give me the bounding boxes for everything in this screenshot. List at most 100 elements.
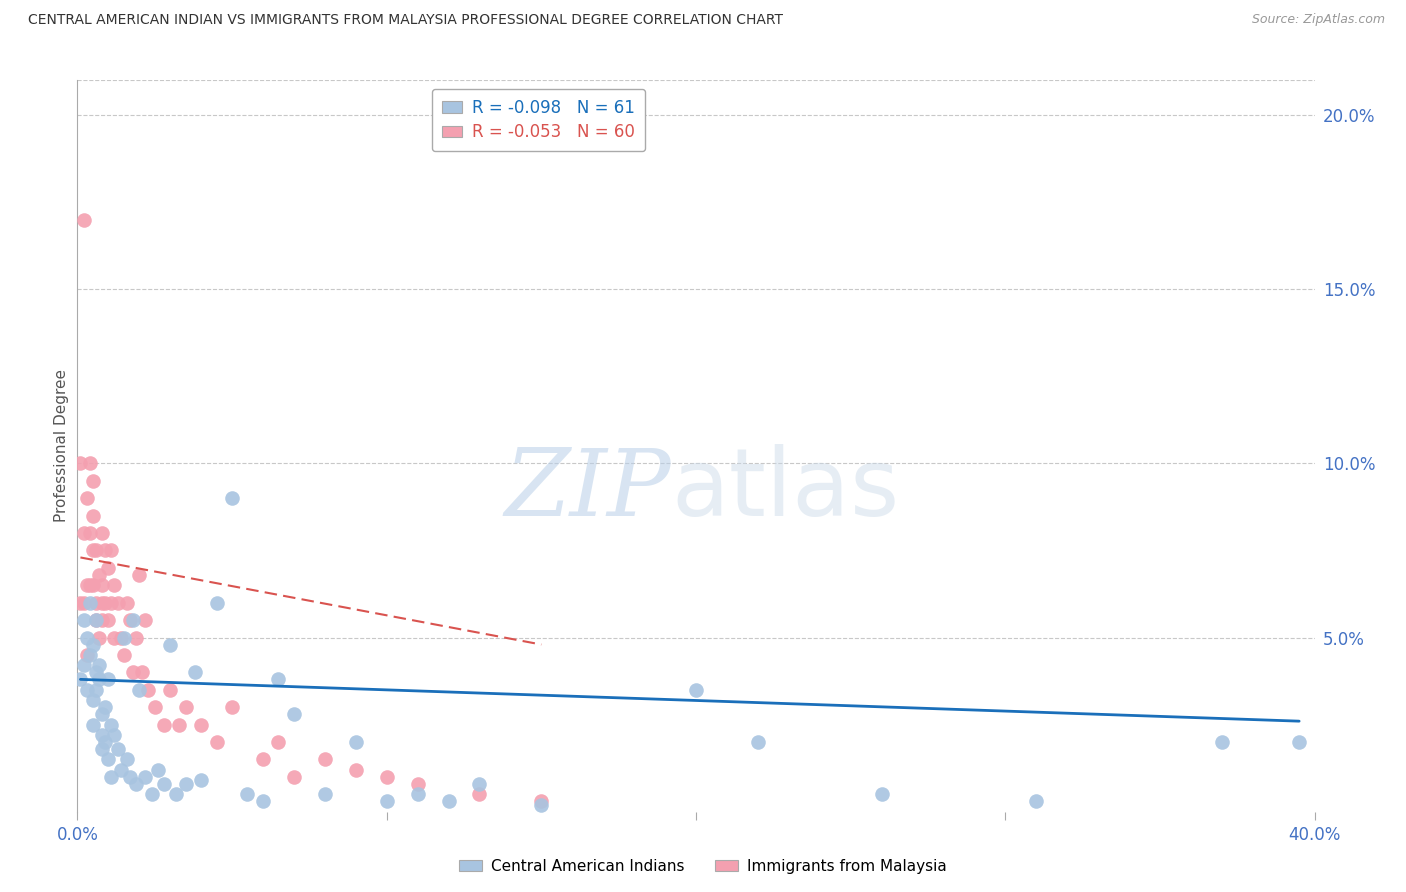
Point xyxy=(131,665,153,680)
Point xyxy=(125,631,148,645)
Point xyxy=(72,212,94,227)
Point xyxy=(165,787,187,801)
Point xyxy=(76,682,98,697)
Point xyxy=(252,794,274,808)
Point xyxy=(87,673,110,687)
Point xyxy=(221,700,243,714)
Point xyxy=(125,777,148,791)
Point xyxy=(314,752,336,766)
Point xyxy=(82,543,104,558)
Point xyxy=(134,613,156,627)
Point xyxy=(205,596,228,610)
Point xyxy=(112,648,135,662)
Point xyxy=(87,631,110,645)
Point xyxy=(267,735,290,749)
Point xyxy=(94,543,117,558)
Point xyxy=(344,763,367,777)
Point xyxy=(118,613,141,627)
Point xyxy=(72,658,94,673)
Point xyxy=(468,787,491,801)
Point xyxy=(122,665,145,680)
Point xyxy=(314,787,336,801)
Point xyxy=(283,770,305,784)
Point xyxy=(685,682,707,697)
Point xyxy=(122,613,145,627)
Point xyxy=(1288,735,1310,749)
Point xyxy=(143,700,166,714)
Point xyxy=(84,665,107,680)
Point xyxy=(468,777,491,791)
Point xyxy=(1211,735,1233,749)
Point xyxy=(72,596,94,610)
Point xyxy=(82,578,104,592)
Point xyxy=(128,682,150,697)
Text: atlas: atlas xyxy=(671,444,900,536)
Point xyxy=(100,596,122,610)
Point xyxy=(110,763,132,777)
Point xyxy=(91,707,114,722)
Point xyxy=(190,717,212,731)
Y-axis label: Professional Degree: Professional Degree xyxy=(53,369,69,523)
Point xyxy=(159,638,181,652)
Point xyxy=(1025,794,1047,808)
Point xyxy=(91,613,114,627)
Point xyxy=(267,673,290,687)
Point xyxy=(146,763,169,777)
Point xyxy=(103,578,125,592)
Point xyxy=(406,787,429,801)
Point xyxy=(91,728,114,742)
Point xyxy=(97,613,120,627)
Point xyxy=(190,773,212,788)
Point xyxy=(82,717,104,731)
Point xyxy=(79,596,101,610)
Point xyxy=(91,526,114,541)
Point xyxy=(252,752,274,766)
Point xyxy=(344,735,367,749)
Point xyxy=(406,777,429,791)
Point xyxy=(87,658,110,673)
Point xyxy=(82,474,104,488)
Point xyxy=(107,742,129,756)
Point xyxy=(174,777,197,791)
Point xyxy=(110,631,132,645)
Point xyxy=(138,682,160,697)
Point xyxy=(437,794,460,808)
Point xyxy=(72,613,94,627)
Point xyxy=(94,700,117,714)
Point xyxy=(91,596,114,610)
Point xyxy=(870,787,893,801)
Point xyxy=(87,567,110,582)
Text: ZIP: ZIP xyxy=(505,445,671,535)
Point xyxy=(107,596,129,610)
Point xyxy=(97,561,120,575)
Point xyxy=(84,682,107,697)
Point xyxy=(221,491,243,506)
Point xyxy=(530,794,553,808)
Point xyxy=(375,794,398,808)
Point xyxy=(134,770,156,784)
Point xyxy=(153,777,176,791)
Point xyxy=(69,596,91,610)
Text: CENTRAL AMERICAN INDIAN VS IMMIGRANTS FROM MALAYSIA PROFESSIONAL DEGREE CORRELAT: CENTRAL AMERICAN INDIAN VS IMMIGRANTS FR… xyxy=(28,13,783,28)
Point xyxy=(94,735,117,749)
Point xyxy=(76,578,98,592)
Text: Source: ZipAtlas.com: Source: ZipAtlas.com xyxy=(1251,13,1385,27)
Point xyxy=(91,742,114,756)
Point xyxy=(375,770,398,784)
Point xyxy=(94,596,117,610)
Point xyxy=(112,631,135,645)
Legend: R = -0.098   N = 61, R = -0.053   N = 60: R = -0.098 N = 61, R = -0.053 N = 60 xyxy=(432,88,645,152)
Point xyxy=(84,543,107,558)
Point xyxy=(84,613,107,627)
Point xyxy=(84,613,107,627)
Point xyxy=(153,717,176,731)
Point xyxy=(82,693,104,707)
Point xyxy=(69,457,91,471)
Point xyxy=(103,631,125,645)
Point xyxy=(283,707,305,722)
Point xyxy=(79,526,101,541)
Point xyxy=(100,543,122,558)
Point xyxy=(236,787,259,801)
Point xyxy=(91,578,114,592)
Point xyxy=(118,770,141,784)
